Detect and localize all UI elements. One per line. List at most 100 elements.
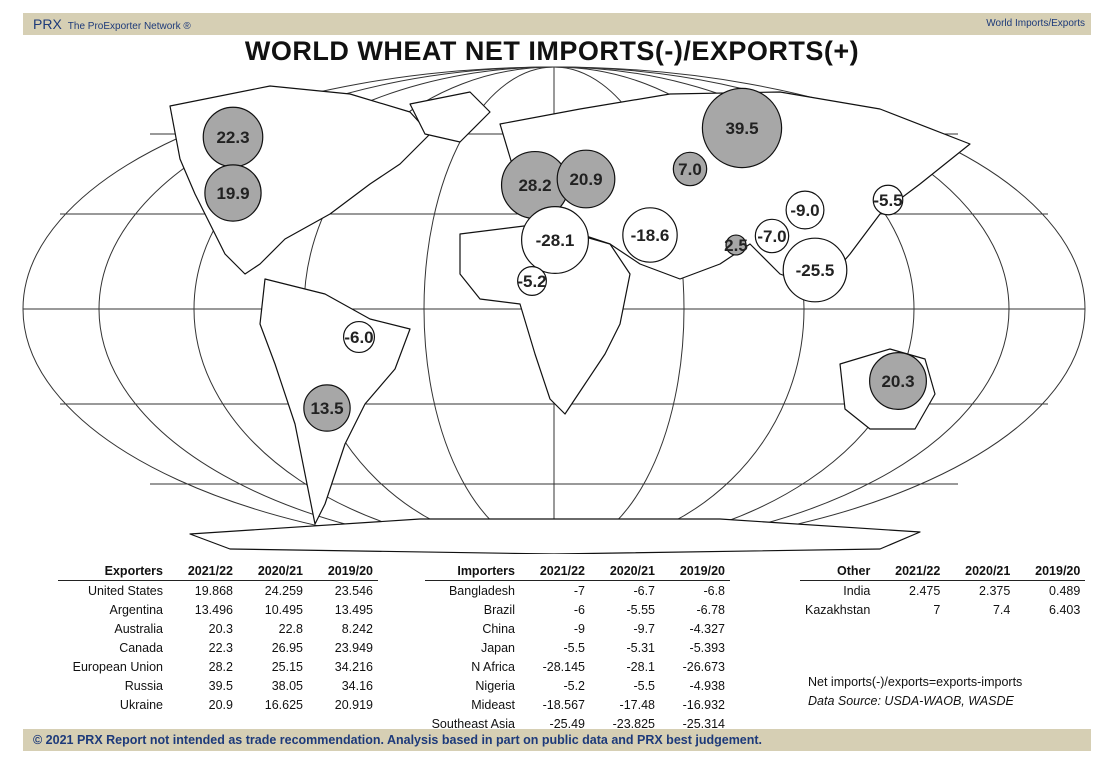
table-row: Bangladesh -7 -6.7 -6.8	[425, 581, 730, 601]
bubble-label: -9.0	[790, 201, 819, 220]
other-table: Other 2021/22 2020/21 2019/20 India 2.475…	[800, 562, 1086, 620]
importers-table: Importers 2021/22 2020/21 2019/20 Bangla…	[425, 562, 730, 733]
cell-value: 23.949	[334, 640, 373, 655]
chart-title: WORLD WHEAT NET IMPORTS(-)/EXPORTS(+)	[244, 36, 860, 66]
africa	[459, 223, 631, 415]
cell-value: -5.5	[563, 640, 585, 655]
bubble-nigeria	[517, 266, 547, 296]
table-row: European Union 28.2 25.15 34.216	[58, 657, 378, 676]
row-label: Nigeria	[475, 678, 515, 693]
bubble-label: -25.5	[796, 261, 835, 280]
table-row: Mideast -18.567 -17.48 -16.932	[425, 695, 730, 714]
bubble-label: -7.0	[757, 227, 786, 246]
cell-value: 20.3	[208, 621, 233, 636]
cell-value: -18.567	[542, 697, 585, 712]
other-rows: India 2.475 2.375 0.489 Kazakhstan 7 7.4 6.403	[800, 581, 1085, 620]
antarctica	[189, 518, 921, 554]
cell-value: 34.16	[341, 678, 373, 693]
table-row: Canada 22.3 26.95 23.949	[58, 638, 378, 657]
bubble-label: 22.3	[216, 128, 249, 147]
cell-value: -25.314	[682, 716, 725, 731]
cell-value: -23.825	[612, 716, 655, 731]
row-label: Russia	[124, 678, 163, 693]
column-header: 2019/20	[308, 562, 378, 581]
bubble-label: -5.2	[517, 272, 546, 291]
cell-value: -9	[573, 621, 585, 636]
cell-value: -25.49	[549, 716, 585, 731]
net-definition-note: Net imports(-)/exports=exports-imports	[808, 675, 1023, 689]
cell-value: 38.05	[271, 678, 303, 693]
cell-value: -28.1	[626, 659, 656, 674]
brand: PRX The ProExporter Network ®	[33, 16, 191, 32]
table-row: Japan -5.5 -5.31 -5.393	[425, 638, 730, 657]
cell-value: -5.31	[626, 640, 656, 655]
cell-value: 20.9	[208, 697, 233, 712]
cell-value: -6.8	[703, 583, 725, 598]
cell-value: -6	[573, 602, 585, 617]
cell-value: -17.48	[619, 697, 655, 712]
table-row: Southeast Asia -25.49 -23.825 -25.314	[425, 714, 730, 733]
table-row: United States 19.868 24.259 23.546	[58, 581, 378, 601]
cell-value: 8.242	[341, 621, 373, 636]
table-row: Brazil -6 -5.55 -6.78	[425, 600, 730, 619]
brand-name: PRX	[33, 16, 62, 32]
cell-value: 26.95	[271, 640, 303, 655]
row-label: Australia	[114, 621, 163, 636]
cell-value: -7	[573, 583, 585, 598]
cell-value: 23.546	[334, 583, 373, 598]
footer-bar: © 2021 PRX Report not intended as trade …	[23, 729, 1091, 751]
row-label: India	[843, 583, 871, 598]
cell-value: 24.259	[264, 583, 303, 598]
section-label: World Imports/Exports	[986, 18, 1085, 29]
cell-value: -4.327	[689, 621, 725, 636]
cell-value: -9.7	[633, 621, 655, 636]
cell-value: 25.15	[271, 659, 303, 674]
data-source-note: Data Source: USDA-WAOB, WASDE	[808, 694, 1014, 708]
cell-value: 13.496	[194, 602, 233, 617]
row-label: European Union	[72, 659, 163, 674]
row-label: Argentina	[109, 602, 163, 617]
row-label: United States	[87, 583, 163, 598]
column-header: Importers	[425, 562, 520, 581]
row-label: Mideast	[471, 697, 515, 712]
column-header: 2021/22	[520, 562, 590, 581]
table-row: Russia 39.5 38.05 34.16	[58, 676, 378, 695]
bubble-united-states	[204, 164, 262, 222]
table-row: Nigeria -5.2 -5.5 -4.938	[425, 676, 730, 695]
column-header: 2020/21	[590, 562, 660, 581]
cell-value: 22.8	[278, 621, 303, 636]
table-row: N Africa -28.145 -28.1 -26.673	[425, 657, 730, 676]
bubble-label: 20.9	[569, 170, 602, 189]
row-label: Bangladesh	[448, 583, 515, 598]
bubble-label: 20.3	[881, 372, 914, 391]
cell-value: -26.673	[682, 659, 725, 674]
footer-text: © 2021 PRX Report not intended as trade …	[33, 733, 763, 747]
row-label: Canada	[119, 640, 163, 655]
greenland	[409, 91, 491, 143]
cell-value: 20.919	[334, 697, 373, 712]
table-row: China -9 -9.7 -4.327	[425, 619, 730, 638]
row-label: China	[482, 621, 515, 636]
cell-value: -6.7	[633, 583, 655, 598]
cell-value: 34.216	[334, 659, 373, 674]
bubble-label: 7.0	[678, 160, 702, 179]
bubble-russia	[701, 87, 783, 169]
cell-value: -5.55	[626, 602, 656, 617]
table-row: Australia 20.3 22.8 8.242	[58, 619, 378, 638]
row-label: Southeast Asia	[431, 716, 515, 731]
bubble-label: 19.9	[216, 184, 249, 203]
cell-value: 7	[933, 602, 941, 617]
cell-value: 0.489	[1049, 583, 1081, 598]
bubble-india	[725, 234, 747, 256]
cell-value: -4.938	[689, 678, 725, 693]
cell-value: 22.3	[208, 640, 233, 655]
bubble-argentina	[303, 384, 351, 432]
bubble-china	[785, 190, 825, 230]
bubble-label: -18.6	[631, 226, 670, 245]
cell-value: -5.5	[633, 678, 655, 693]
cell-value: -6.78	[696, 602, 726, 617]
cell-value: 28.2	[208, 659, 233, 674]
table-header-row: Other 2021/22 2020/21 2019/20	[800, 562, 1086, 581]
cell-value: 10.495	[264, 602, 303, 617]
continents	[169, 85, 971, 554]
